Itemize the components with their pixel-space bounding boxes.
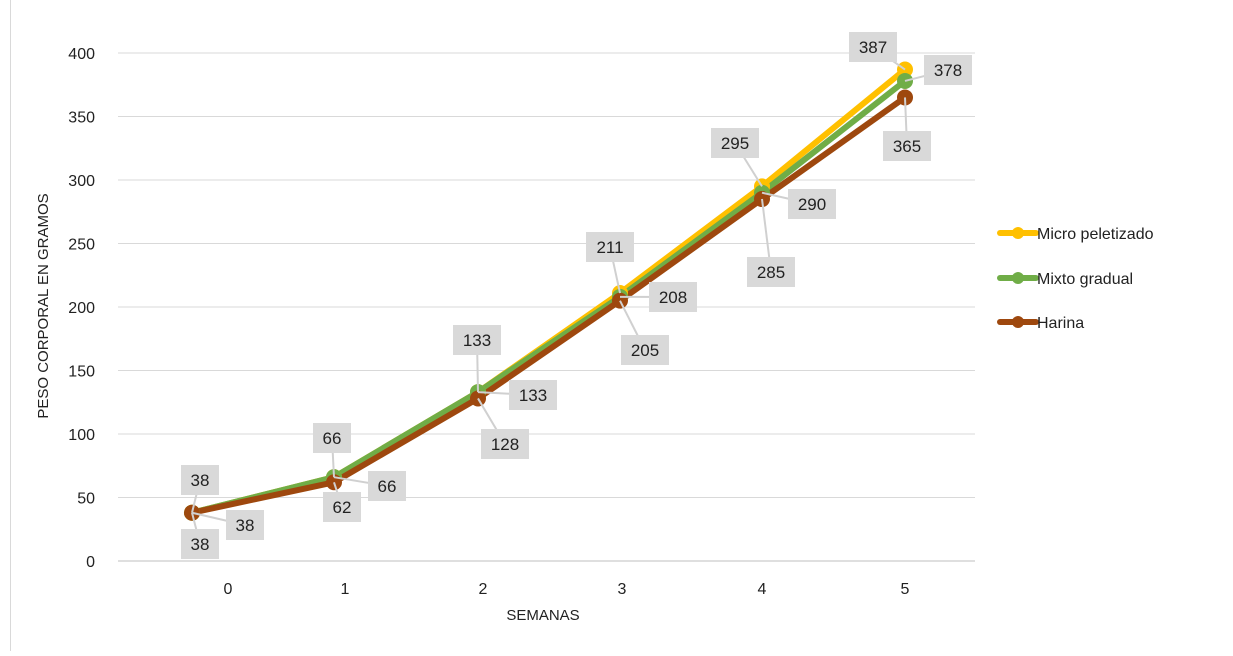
data-label: 285 [757, 263, 785, 282]
series-line-micro-peletizado [192, 70, 905, 513]
legend-label: Mixto gradual [1037, 271, 1133, 288]
legend: Micro peletizado Mixto gradual Harina [1000, 226, 1154, 332]
data-label: 38 [191, 471, 210, 490]
series-lines [192, 70, 905, 513]
y-tick-label: 400 [68, 46, 95, 63]
data-label: 387 [859, 38, 887, 57]
data-label: 365 [893, 137, 921, 156]
y-tick-label: 200 [68, 300, 95, 317]
data-label: 66 [378, 477, 397, 496]
x-tick-label: 3 [618, 581, 627, 598]
y-tick-label: 300 [68, 173, 95, 190]
y-tick-label: 350 [68, 110, 95, 127]
x-tick-label: 1 [341, 581, 350, 598]
series-line-mixto-gradual [192, 81, 905, 513]
x-axis-ticks: 0 1 2 3 4 5 [224, 581, 910, 598]
legend-label: Harina [1037, 315, 1084, 332]
legend-swatch-marker [1012, 316, 1024, 328]
y-tick-label: 150 [68, 364, 95, 381]
data-label: 133 [463, 331, 491, 350]
data-label: 128 [491, 435, 519, 454]
data-label: 205 [631, 341, 659, 360]
data-label: 133 [519, 386, 547, 405]
y-tick-label: 100 [68, 427, 95, 444]
data-label: 38 [191, 535, 210, 554]
y-tick-label: 250 [68, 237, 95, 254]
data-label: 38 [236, 516, 255, 535]
data-label: 295 [721, 134, 749, 153]
data-label: 211 [596, 238, 623, 257]
left-border-line [10, 0, 11, 651]
y-axis-title: PESO CORPORAL EN GRAMOS [35, 193, 52, 418]
series-markers [184, 62, 913, 521]
data-label: 62 [333, 498, 352, 517]
x-tick-label: 4 [758, 581, 767, 598]
x-tick-label: 0 [224, 581, 233, 598]
legend-label: Micro peletizado [1037, 226, 1154, 243]
y-tick-label: 0 [86, 554, 95, 571]
y-tick-label: 50 [77, 491, 95, 508]
data-label: 66 [323, 429, 342, 448]
data-label: 208 [659, 288, 687, 307]
x-tick-label: 2 [479, 581, 488, 598]
legend-swatch-marker [1012, 227, 1024, 239]
legend-swatch-marker [1012, 272, 1024, 284]
x-tick-label: 5 [901, 581, 910, 598]
data-label: 378 [934, 61, 962, 80]
y-axis-ticks: 0 50 100 150 200 250 300 350 400 [68, 46, 95, 571]
x-axis-title: SEMANAS [506, 607, 579, 624]
data-label: 290 [798, 195, 826, 214]
